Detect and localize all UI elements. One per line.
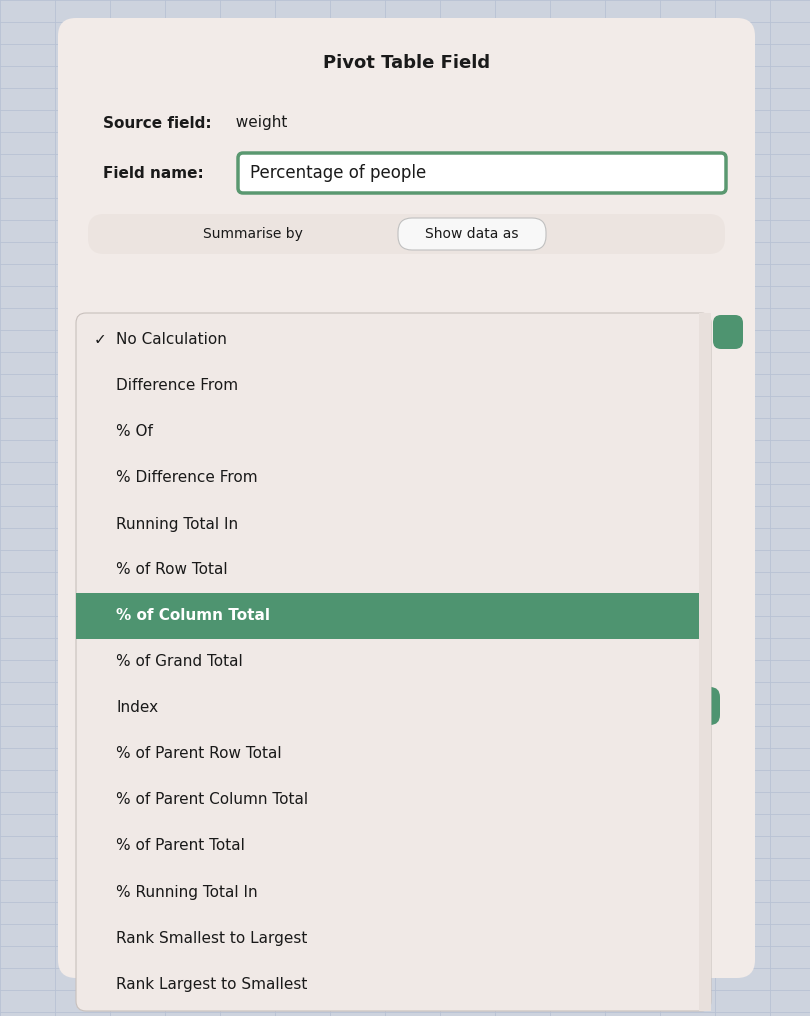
- Text: No Calculation: No Calculation: [116, 332, 227, 347]
- FancyBboxPatch shape: [585, 687, 650, 725]
- FancyBboxPatch shape: [398, 218, 546, 250]
- Bar: [699, 313, 711, 1011]
- Text: Index: Index: [116, 700, 158, 715]
- Text: Source field:: Source field:: [103, 116, 211, 130]
- FancyBboxPatch shape: [76, 313, 711, 1011]
- Text: % Difference From: % Difference From: [116, 470, 258, 486]
- Text: Percentage of people: Percentage of people: [250, 164, 426, 182]
- Text: Rank Smallest to Largest: Rank Smallest to Largest: [116, 931, 307, 946]
- Text: weight: weight: [226, 116, 288, 130]
- FancyBboxPatch shape: [660, 687, 720, 725]
- FancyBboxPatch shape: [713, 315, 743, 350]
- Text: % Of: % Of: [116, 425, 153, 440]
- FancyBboxPatch shape: [88, 214, 725, 254]
- Text: Field name:: Field name:: [103, 166, 204, 181]
- Text: % of Parent Column Total: % of Parent Column Total: [116, 792, 308, 808]
- FancyBboxPatch shape: [88, 268, 725, 958]
- Text: % of Row Total: % of Row Total: [116, 563, 228, 577]
- Text: % of Parent Total: % of Parent Total: [116, 838, 245, 853]
- Text: Difference From: Difference From: [116, 379, 238, 393]
- FancyBboxPatch shape: [238, 153, 726, 193]
- Text: % of Column Total: % of Column Total: [116, 609, 270, 624]
- Text: % of Parent Row Total: % of Parent Row Total: [116, 747, 282, 762]
- Text: K: K: [684, 697, 697, 715]
- Text: % Running Total In: % Running Total In: [116, 885, 258, 899]
- Text: % of Grand Total: % of Grand Total: [116, 654, 243, 670]
- Text: Running Total In: Running Total In: [116, 516, 238, 531]
- Text: Pivot Table Field: Pivot Table Field: [323, 54, 490, 72]
- FancyBboxPatch shape: [76, 593, 699, 639]
- FancyBboxPatch shape: [58, 18, 755, 978]
- Text: Rank Largest to Smallest: Rank Largest to Smallest: [116, 976, 307, 992]
- Text: ✓: ✓: [94, 332, 107, 347]
- Text: Summarise by: Summarise by: [203, 227, 303, 241]
- Text: Show data as: Show data as: [425, 227, 518, 241]
